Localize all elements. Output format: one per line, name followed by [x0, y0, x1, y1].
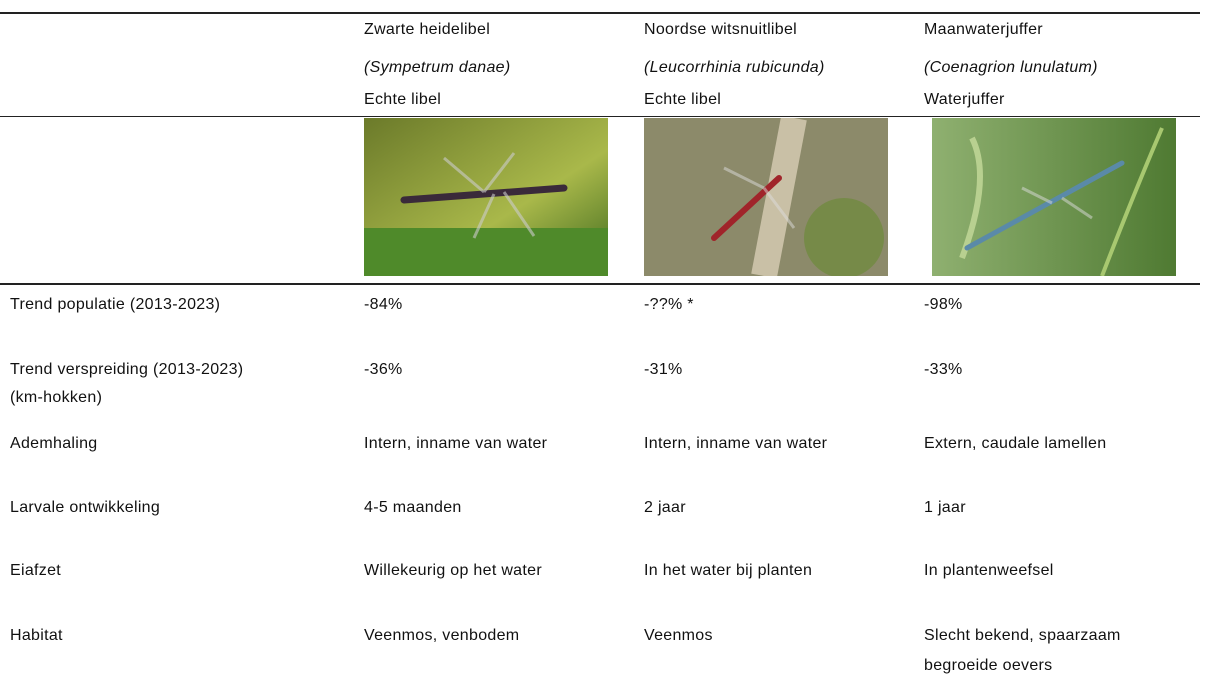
row-label: Trend populatie (2013-2023): [10, 296, 221, 313]
cell: Veenmos, venbodem: [364, 627, 520, 644]
cell: -31%: [644, 361, 683, 378]
cell: -36%: [364, 361, 403, 378]
photo: [644, 118, 888, 276]
cell: begroeide oevers: [924, 657, 1053, 674]
species-name: Zwarte heidelibel: [364, 21, 491, 38]
cell: -33%: [924, 361, 963, 378]
cell: 1 jaar: [924, 499, 966, 516]
species-type: Echte libel: [644, 91, 722, 108]
cell: In het water bij planten: [644, 562, 813, 579]
row-label: (km-hokken): [10, 389, 103, 406]
cell: 2 jaar: [644, 499, 686, 516]
row-label: Habitat: [10, 627, 63, 644]
cell: 4-5 maanden: [364, 499, 462, 516]
latin-name: (Sympetrum danae): [364, 59, 511, 76]
cell: Intern, inname van water: [364, 435, 548, 452]
species-type: Waterjuffer: [924, 91, 1005, 108]
cell: In plantenweefsel: [924, 562, 1054, 579]
cell: -84%: [364, 296, 403, 313]
species-name: Maanwaterjuffer: [924, 21, 1043, 38]
cell: Intern, inname van water: [644, 435, 828, 452]
photo: [364, 118, 608, 276]
cell: Extern, caudale lamellen: [924, 435, 1107, 452]
top-rule: [0, 12, 1200, 14]
photo: [932, 118, 1176, 276]
header-rule: [0, 116, 1200, 117]
cell: -98%: [924, 296, 963, 313]
latin-name: (Coenagrion lunulatum): [924, 59, 1098, 76]
row-label: Trend verspreiding (2013-2023): [10, 361, 244, 378]
cell: -??% *: [644, 296, 694, 313]
photo-rule: [0, 283, 1200, 285]
species-type: Echte libel: [364, 91, 442, 108]
row-label: Eiafzet: [10, 562, 62, 579]
cell: Slecht bekend, spaarzaam: [924, 627, 1121, 644]
latin-name: (Leucorrhinia rubicunda): [644, 59, 825, 76]
row-label: Larvale ontwikkeling: [10, 499, 161, 516]
row-label: Ademhaling: [10, 435, 98, 452]
cell: Veenmos: [644, 627, 713, 644]
cell: Willekeurig op het water: [364, 562, 542, 579]
species-name: Noordse witsnuitlibel: [644, 21, 798, 38]
